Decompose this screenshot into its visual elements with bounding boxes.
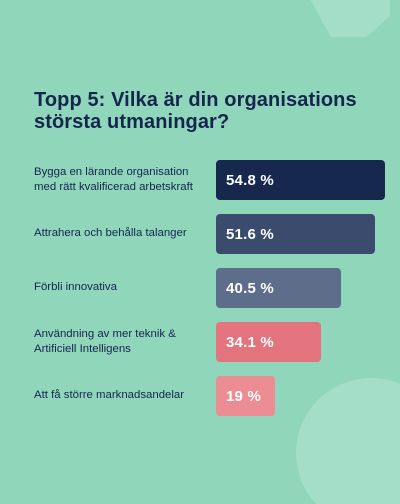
chart-row: Att få större marknadsandelar 19 %: [0, 376, 400, 416]
category-label: Bygga en lärande organisation med rätt k…: [34, 166, 193, 193]
chart-row: Bygga en lärande organisation med rätt k…: [0, 160, 400, 200]
bar-value-label: 51.6 %: [226, 225, 274, 243]
bar-value-label: 19 %: [226, 387, 261, 405]
bar: 54.8 %: [216, 160, 385, 200]
bar: 51.6 %: [216, 214, 376, 254]
chart-title: Topp 5: Vilka är din organisations störs…: [34, 89, 357, 133]
bar-value-label: 34.1 %: [226, 333, 274, 351]
chart-row: Attrahera och behålla talanger 51.6 %: [0, 214, 400, 254]
category-label: Användning av mer teknik & Artificiell I…: [34, 328, 176, 355]
category-label: Attrahera och behålla talanger: [34, 227, 187, 239]
bar: 40.5 %: [216, 268, 341, 308]
bar: 34.1 %: [216, 322, 322, 362]
bar: 19 %: [216, 376, 275, 416]
chart-row: Förbli innovativa 40.5 %: [0, 268, 400, 308]
category-label: Att få större marknadsandelar: [34, 389, 185, 401]
category-label: Förbli innovativa: [34, 281, 117, 293]
bar-value-label: 54.8 %: [226, 171, 274, 189]
bar-value-label: 40.5 %: [226, 279, 274, 297]
chart-row: Användning av mer teknik & Artificiell I…: [0, 322, 400, 362]
